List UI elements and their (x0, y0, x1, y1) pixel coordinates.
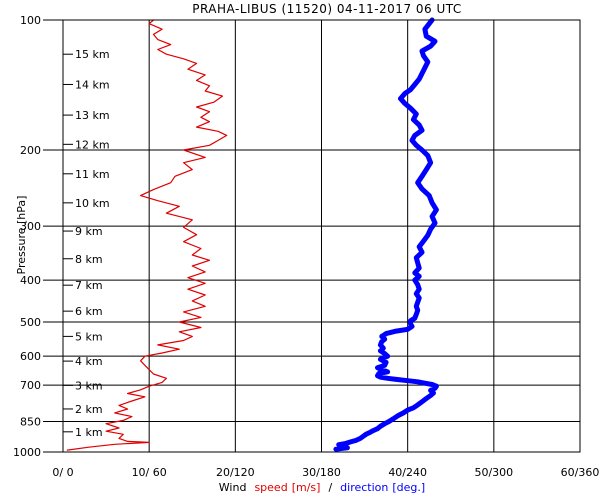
x-tick-label: 60/360 (561, 466, 600, 479)
x-tick-label: 0/ 0 (52, 466, 73, 479)
altitude-labels: 1 km 2 km 3 km 4 km 5 km 6 km 7 km 8 km 9 km 10 k… (63, 48, 110, 439)
plot-frame (62, 19, 581, 453)
pressure-tick-label: 100 (20, 14, 41, 27)
x-tick-label: 10/ 60 (132, 466, 167, 479)
series-speed-line (66, 19, 228, 451)
altitude-label: 6 km (75, 305, 103, 318)
x-label-direction: direction (340, 481, 388, 494)
chart-title: PRAHA-LIBUS (11520) 04-11-2017 06 UTC (192, 2, 462, 16)
x-label-prefix: Wind (219, 481, 247, 494)
x-label-direction-unit: [deg.] (392, 481, 425, 494)
x-label-speed: speed (254, 481, 287, 494)
pressure-tick-label: 400 (20, 274, 41, 287)
altitude-label: 11 km (75, 168, 110, 181)
altitude-label: 14 km (75, 78, 110, 91)
x-tick-label: 50/300 (474, 466, 513, 479)
altitude-label: 2 km (75, 403, 103, 416)
x-label-separator: / (328, 481, 332, 494)
pressure-tick-label: 850 (20, 416, 41, 429)
altitude-label: 15 km (75, 48, 110, 61)
pressure-tick-label: 300 (20, 220, 41, 233)
altitude-label: 12 km (75, 138, 110, 151)
pressure-tick-label: 500 (20, 316, 41, 329)
pressure-tick-label: 200 (20, 144, 41, 157)
altitude-label: 8 km (75, 253, 103, 266)
pressure-tick-label: 700 (20, 379, 41, 392)
altitude-label: 7 km (75, 279, 103, 292)
series-direction-line (333, 17, 439, 452)
altitude-label: 13 km (75, 109, 110, 122)
altitude-label: 10 km (75, 197, 110, 210)
x-tick-label: 20/120 (216, 466, 255, 479)
pressure-tick-labels: 1000 850 700 600 500 400 300 200 100 (13, 14, 63, 459)
x-axis-label: Wind speed [m/s] / direction [deg.] (219, 481, 425, 494)
x-label-speed-unit: [m/s] (292, 481, 321, 494)
y-axis-label: Pressure [hPa] (15, 196, 28, 275)
altitude-label: 4 km (75, 355, 103, 368)
x-tick-labels: 0/ 0 10/ 60 20/120 30/180 40/240 50/300 60/360 (52, 466, 599, 479)
altitude-label: 9 km (75, 225, 103, 238)
x-tick-label: 30/180 (302, 466, 341, 479)
altitude-label: 3 km (75, 379, 103, 392)
pressure-tick-label: 1000 (13, 446, 41, 459)
series-lines (66, 17, 439, 452)
pressure-tick-label: 600 (20, 350, 41, 363)
altitude-label: 5 km (75, 330, 103, 343)
altitude-label: 1 km (75, 426, 103, 439)
x-tick-label: 40/240 (388, 466, 427, 479)
